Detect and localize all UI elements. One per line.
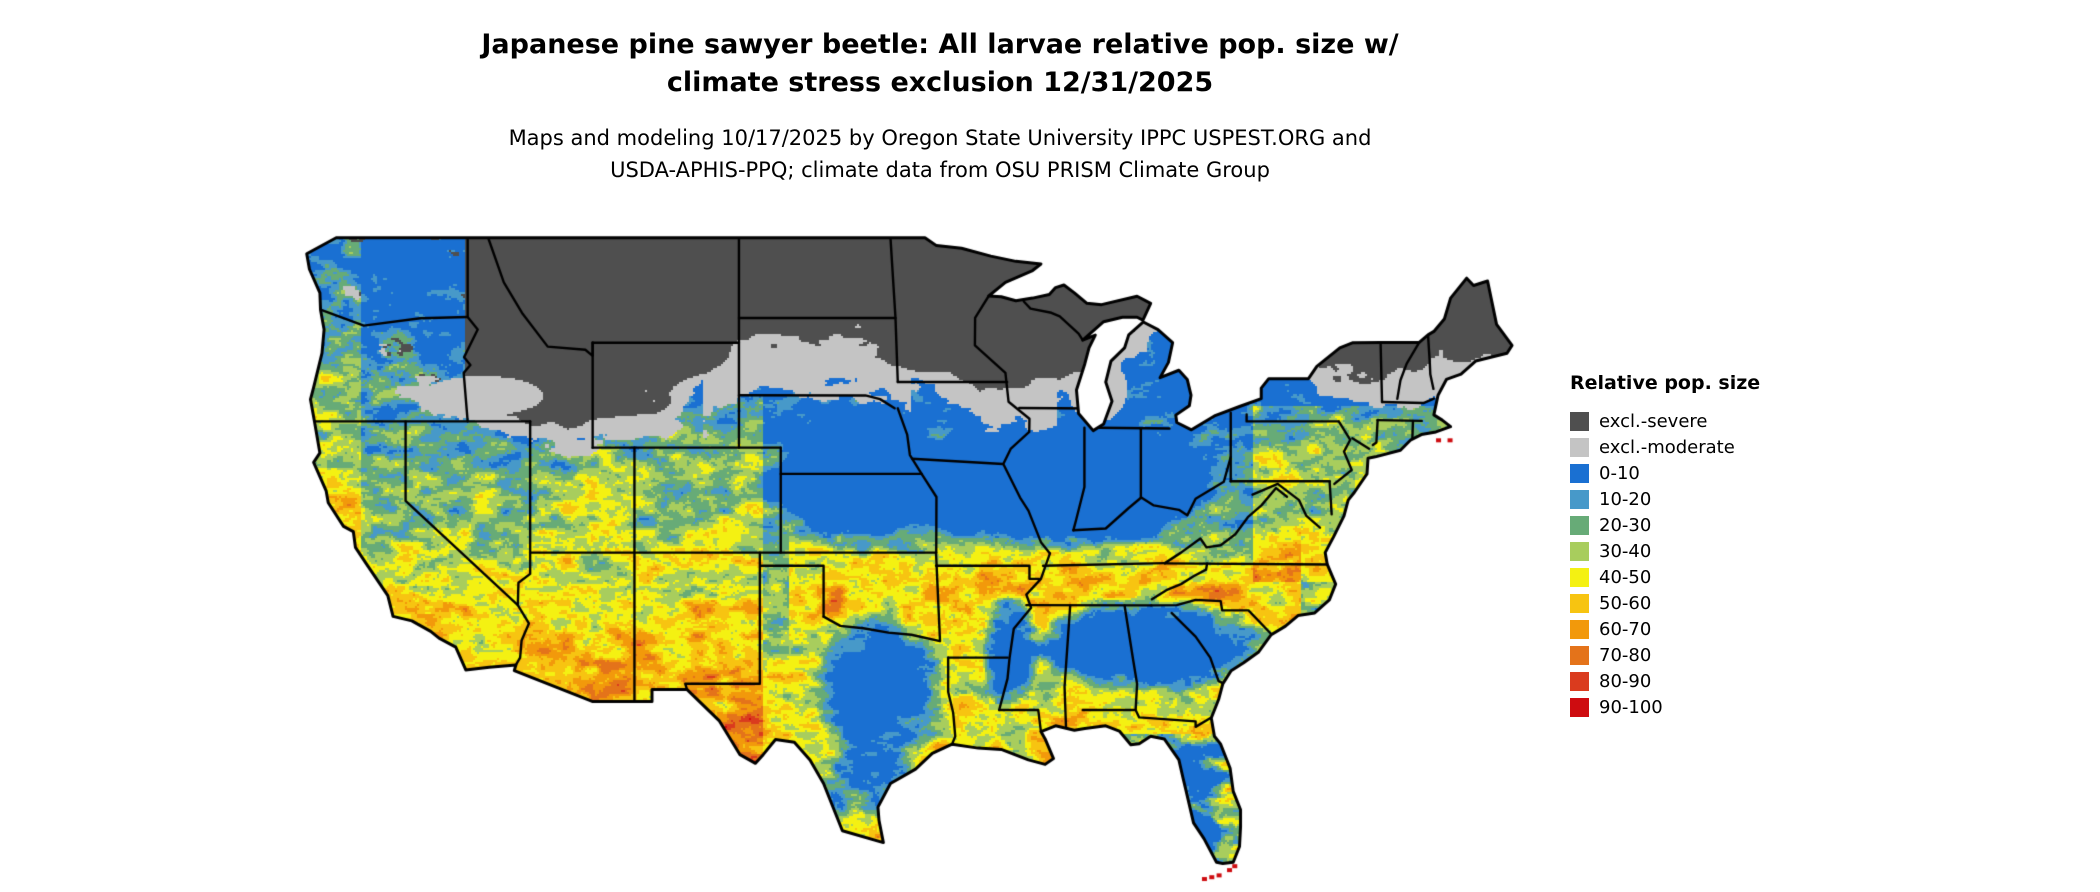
map-title: Japanese pine sawyer beetle: All larvae … [0,26,1880,102]
map-subtitle-line2: USDA-APHIS-PPQ; climate data from OSU PR… [610,158,1270,182]
legend-label: 10-20 [1599,488,1652,510]
legend-color-swatch [1570,645,1589,665]
legend-entry: 10-20 [1570,486,1760,512]
legend-entries: excl.-severe excl.-moderate 0-10 10-20 20-30… [1570,408,1760,720]
legend-color-swatch [1570,593,1589,613]
legend-color-swatch [1570,463,1589,483]
legend-color-swatch [1570,541,1589,561]
legend-entry: excl.-severe [1570,408,1760,434]
map-title-line2: climate stress exclusion 12/31/2025 [666,67,1214,98]
legend-entry: excl.-moderate [1570,434,1760,460]
legend-label: 50-60 [1599,592,1652,614]
legend-color-swatch [1570,489,1589,509]
map-title-line1: Japanese pine sawyer beetle: All larvae … [481,29,1399,60]
legend-color-swatch [1570,515,1589,535]
map-header: Japanese pine sawyer beetle: All larvae … [0,26,1880,186]
legend-label: excl.-severe [1599,410,1708,432]
legend-entry: 70-80 [1570,642,1760,668]
map-subtitle: Maps and modeling 10/17/2025 by Oregon S… [0,122,1880,186]
legend-color-swatch [1570,671,1589,691]
legend-entry: 50-60 [1570,590,1760,616]
legend-label: 30-40 [1599,540,1652,562]
legend-label: 70-80 [1599,644,1652,666]
legend-label: 80-90 [1599,670,1652,692]
legend-entry: 20-30 [1570,512,1760,538]
legend-label: 40-50 [1599,566,1652,588]
legend-entry: 90-100 [1570,694,1760,720]
legend-color-swatch [1570,697,1589,717]
legend-label: 90-100 [1599,696,1663,718]
legend-entry: 30-40 [1570,538,1760,564]
us-population-raster-map [299,222,1549,890]
legend-entry: 0-10 [1570,460,1760,486]
legend-label: excl.-moderate [1599,436,1735,458]
legend-color-swatch [1570,567,1589,587]
legend-color-swatch [1570,411,1589,431]
legend-entry: 80-90 [1570,668,1760,694]
map-subtitle-line1: Maps and modeling 10/17/2025 by Oregon S… [508,126,1372,150]
legend-color-swatch [1570,437,1589,457]
legend-entry: 40-50 [1570,564,1760,590]
legend-label: 60-70 [1599,618,1652,640]
legend-label: 20-30 [1599,514,1652,536]
legend-label: 0-10 [1599,462,1640,484]
legend-color-swatch [1570,619,1589,639]
legend: Relative pop. size excl.-severe excl.-mod… [1570,372,1760,720]
legend-title: Relative pop. size [1570,372,1761,394]
legend-entry: 60-70 [1570,616,1760,642]
